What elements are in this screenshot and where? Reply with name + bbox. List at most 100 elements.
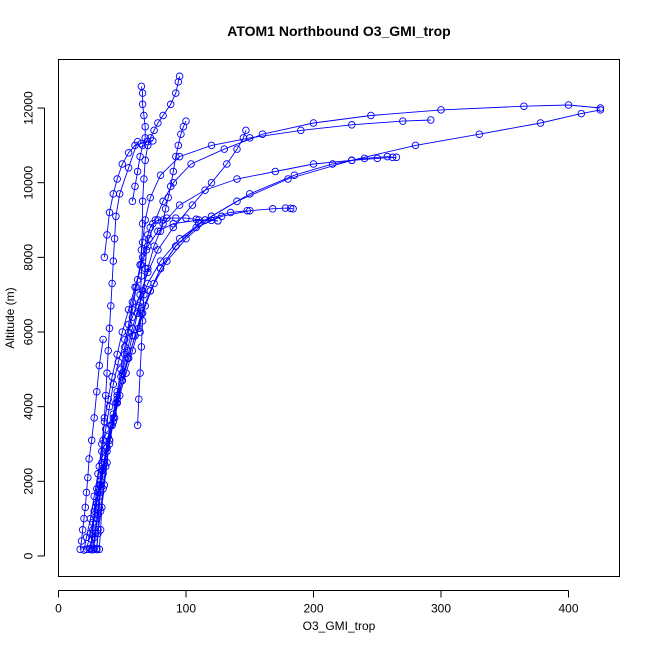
data-point [118, 376, 127, 385]
series-line [137, 217, 218, 426]
data-point [297, 126, 305, 135]
data-point [156, 257, 165, 265]
data-point [128, 305, 137, 314]
data-point [188, 201, 197, 209]
data-point [103, 369, 111, 377]
data-point [109, 414, 118, 422]
data-point [138, 197, 147, 206]
data-point [82, 488, 91, 497]
data-point [214, 217, 222, 225]
data-point [128, 346, 137, 355]
series-line [91, 219, 218, 550]
data-point [243, 206, 251, 215]
y-tick-label: 10000 [22, 166, 36, 200]
data-point [136, 298, 144, 306]
data-point [174, 141, 183, 150]
data-point [175, 201, 184, 209]
series-line [79, 339, 104, 550]
data-point [80, 514, 88, 523]
data-point [174, 78, 183, 86]
data-point [112, 399, 120, 407]
data-point [76, 545, 84, 554]
data-point [140, 175, 148, 183]
data-point [187, 160, 195, 168]
data-point [122, 369, 130, 377]
data-point [108, 279, 116, 288]
x-tick-label: 200 [303, 602, 323, 616]
data-series [95, 206, 251, 554]
data-point [289, 205, 297, 213]
data-point [98, 440, 106, 448]
data-point [144, 242, 152, 250]
data-point [159, 111, 167, 120]
data-point [118, 160, 127, 168]
data-point [110, 234, 119, 243]
data-point [136, 369, 144, 377]
data-point [95, 503, 104, 512]
data-point [475, 130, 484, 138]
data-point [172, 89, 180, 97]
data-series [85, 101, 605, 554]
data-point [101, 391, 110, 400]
y-tick-label: 6000 [22, 318, 36, 345]
data-point [144, 231, 152, 239]
data-point [207, 212, 216, 221]
data-point [182, 214, 190, 222]
data-point [103, 443, 111, 452]
data-point [103, 458, 111, 467]
data-point [84, 473, 92, 482]
data-point [85, 455, 93, 463]
data-point [144, 268, 152, 277]
data-point [85, 545, 93, 554]
data-point [95, 462, 104, 471]
data-point [138, 317, 147, 325]
data-point [239, 134, 248, 142]
data-point [100, 414, 109, 422]
y-tick-label: 12000 [22, 91, 36, 125]
data-point [141, 156, 149, 165]
data-point [137, 246, 146, 254]
series-line [98, 210, 248, 550]
data-point [90, 507, 98, 515]
data-point [138, 100, 147, 109]
data-series [80, 126, 250, 554]
data-point [103, 231, 111, 239]
data-point [309, 160, 318, 168]
data-point [99, 335, 107, 344]
data-point [220, 145, 229, 153]
data-point [105, 208, 114, 217]
data-point [246, 190, 254, 198]
series-line [89, 156, 393, 549]
y-tick-label: 4000 [22, 393, 36, 420]
data-point [77, 537, 86, 545]
data-point [90, 492, 98, 500]
data-point [172, 152, 180, 161]
data-point [135, 302, 143, 310]
data-point [164, 193, 172, 202]
data-point [192, 215, 200, 224]
data-point [383, 152, 392, 161]
data-series [90, 204, 297, 553]
plot-area [76, 72, 605, 554]
data-point [98, 447, 106, 456]
data-point [149, 137, 157, 145]
data-point [596, 104, 605, 112]
data-point [154, 119, 162, 127]
data-point [367, 111, 375, 120]
data-point [115, 391, 124, 400]
data-point [166, 182, 175, 191]
data-point [536, 119, 545, 127]
data-point [94, 526, 102, 534]
data-point [141, 122, 149, 131]
data-point [87, 545, 96, 554]
data-point [177, 130, 185, 138]
data-point [281, 204, 290, 212]
data-point [118, 328, 127, 336]
data-point [207, 178, 216, 187]
data-point [233, 197, 241, 206]
data-point [411, 141, 420, 150]
data-point [124, 305, 133, 314]
data-point [159, 197, 167, 206]
data-point [118, 369, 127, 377]
data-point [98, 503, 106, 512]
